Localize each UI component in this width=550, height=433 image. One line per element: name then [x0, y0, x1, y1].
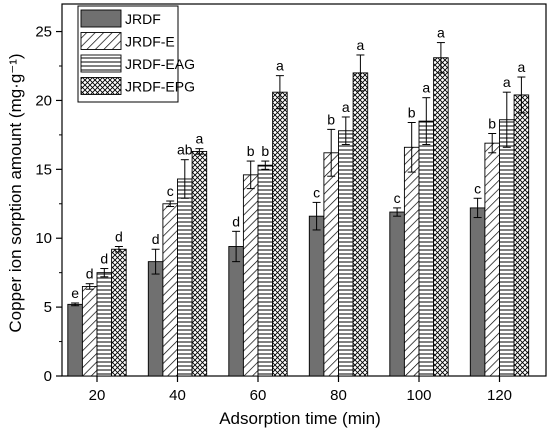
bar [469, 207, 486, 377]
significance-label: b [408, 104, 416, 120]
y-tick-label: 15 [35, 161, 52, 178]
bar [308, 215, 325, 377]
bar [228, 246, 244, 377]
legend-swatch [80, 32, 122, 50]
legend-swatch [80, 9, 122, 28]
significance-label: a [518, 59, 526, 75]
significance-label: e [71, 285, 79, 301]
significance-label: b [247, 143, 255, 159]
significance-label: a [503, 74, 511, 90]
bar [96, 272, 113, 377]
bar [484, 142, 500, 377]
plot-area [61, 3, 547, 377]
bar [418, 120, 435, 377]
x-tick-label: 40 [169, 387, 186, 404]
bar [111, 248, 127, 377]
significance-label: a [422, 80, 430, 96]
significance-label: c [474, 180, 481, 196]
legend-label: JRDF [125, 11, 161, 27]
y-axis-label: Copper ion sorption amount (mg·g⁻¹) [6, 53, 25, 332]
bar [177, 178, 193, 377]
significance-label: c [313, 184, 320, 200]
legend-swatch [80, 77, 122, 95]
y-tick-label: 10 [35, 230, 52, 247]
significance-label: d [115, 228, 123, 244]
bar [338, 130, 354, 377]
legend-swatch [80, 54, 122, 73]
bar [242, 174, 259, 377]
x-tick-label: 100 [406, 387, 431, 404]
y-tick-label: 20 [35, 92, 52, 109]
significance-label: c [394, 190, 401, 206]
significance-label: c [167, 183, 174, 199]
y-tick-label: 25 [35, 24, 52, 41]
significance-label: d [100, 251, 108, 267]
significance-label: a [357, 37, 365, 53]
x-axis-label: Adsorption time (min) [219, 409, 381, 428]
bar [513, 94, 530, 377]
bar [147, 261, 164, 377]
bar [389, 211, 405, 377]
x-tick-label: 60 [250, 387, 267, 404]
y-tick-label: 5 [44, 299, 52, 316]
significance-label: d [86, 266, 94, 282]
significance-label: a [276, 58, 284, 74]
x-tick-label: 120 [487, 387, 512, 404]
x-tick-label: 20 [89, 387, 106, 404]
significance-label: a [196, 131, 204, 147]
bar [433, 57, 449, 377]
bar [352, 72, 369, 377]
significance-label: ab [177, 142, 193, 158]
significance-label: a [342, 99, 350, 115]
significance-label: b [327, 111, 335, 127]
significance-label: b [261, 143, 269, 159]
bar [257, 164, 274, 377]
significance-label: d [232, 213, 240, 229]
axes: 0 5 10 15 20 25 20 40 60 80 100 120 [35, 24, 512, 404]
legend-label: JRDF-EAG [125, 56, 195, 72]
bar [499, 119, 515, 377]
bar [323, 152, 339, 377]
bar [162, 203, 178, 377]
bar [403, 146, 420, 377]
significance-label: a [437, 25, 445, 41]
legend-label: JRDF-EPG [125, 79, 195, 95]
y-tick-label: 0 [44, 368, 52, 385]
significance-label: b [488, 116, 496, 132]
significance-label: d [152, 231, 160, 247]
legend: JRDF JRDF-E JRDF-EAG JRDF-EPG [77, 5, 195, 103]
x-tick-label: 80 [330, 387, 347, 404]
bar [67, 303, 83, 377]
bar [81, 285, 98, 377]
bar [272, 91, 288, 377]
plot-frame [61, 3, 547, 377]
legend-label: JRDF-E [125, 34, 175, 50]
bar [191, 150, 208, 377]
